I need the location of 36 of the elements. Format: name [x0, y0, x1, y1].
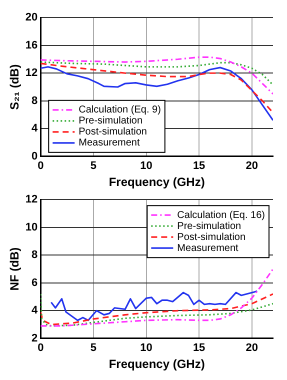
legend-label: Measurement	[177, 242, 239, 254]
y-axis-title: S₂₁ (dB)	[8, 64, 22, 110]
y-tick-label: 2	[32, 332, 38, 344]
y-tick-label: 6	[32, 276, 38, 289]
y-tick-label: 12	[25, 67, 38, 80]
legend-label: Calculation (Eq. 9)	[78, 104, 161, 116]
legend-label: Measurement	[78, 138, 140, 149]
x-tick-label: 15	[192, 342, 206, 354]
x-tick-label: 5	[90, 342, 97, 354]
y-tick-label: 10	[25, 221, 38, 234]
legend-label: Pre-simulation	[78, 116, 143, 127]
legend-label: Post-simulation	[177, 232, 246, 243]
x-tick-label: 20	[246, 160, 258, 172]
y-tick-label: 20	[25, 12, 38, 24]
legend-label: Calculation (Eq. 16)	[177, 210, 266, 221]
line-series	[40, 62, 273, 114]
line-series	[40, 61, 273, 86]
x-tick-label: 10	[140, 160, 152, 172]
x-tick-label: 5	[90, 160, 97, 172]
y-axis-title: NF (dB)	[8, 247, 22, 291]
y-tick-label: 0	[32, 150, 38, 162]
y-tick-label: 12	[25, 194, 38, 206]
line-series	[40, 56, 273, 95]
x-tick-label: 20	[246, 342, 258, 354]
line-series	[40, 268, 273, 327]
y-tick-label: 8	[32, 249, 38, 262]
legend-label: Pre-simulation	[177, 220, 242, 232]
x-axis-title: Frequency (GHz)	[108, 357, 205, 372]
x-axis-title: Frequency (GHz)	[108, 175, 205, 190]
y-tick-label: 8	[32, 94, 38, 107]
y-tick-label: 4	[32, 304, 39, 317]
y-tick-label: 16	[25, 39, 38, 52]
x-tick-label: 15	[192, 160, 206, 172]
x-tick-label: 10	[140, 342, 152, 354]
y-tick-label: 4	[32, 122, 39, 135]
legend-label: Post-simulation	[78, 126, 147, 138]
